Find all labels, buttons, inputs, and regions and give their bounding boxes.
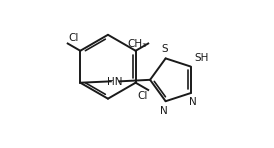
Text: Cl: Cl bbox=[69, 33, 79, 43]
Text: SH: SH bbox=[194, 53, 208, 62]
Text: Cl: Cl bbox=[137, 91, 147, 101]
Text: N: N bbox=[189, 97, 196, 107]
Text: N: N bbox=[160, 106, 168, 116]
Text: CH₃: CH₃ bbox=[128, 38, 147, 49]
Text: S: S bbox=[162, 44, 168, 54]
Text: HN: HN bbox=[107, 77, 123, 87]
